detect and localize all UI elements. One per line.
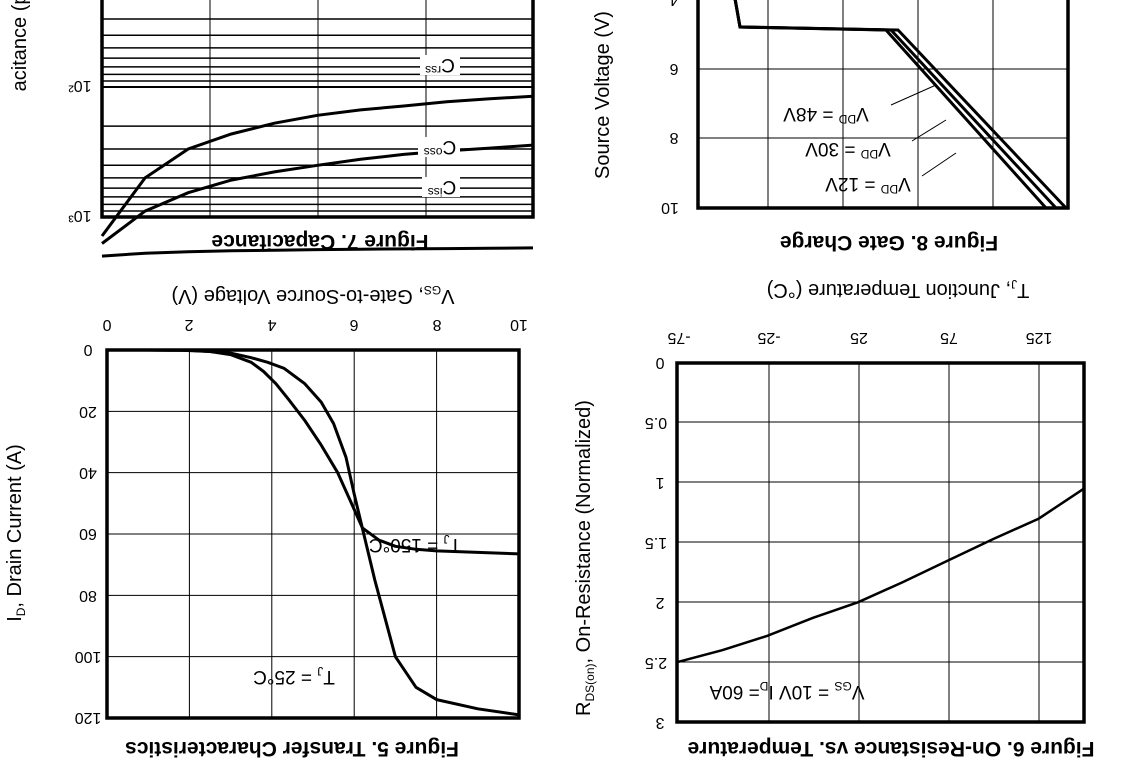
- transfer-x-tick-10: 10: [510, 316, 528, 333]
- on-resistance-y-tick-1_5: 1.5: [645, 534, 667, 551]
- on-resistance-y-axis-label: RDS(on), On-Resistance (Normalized): [573, 400, 597, 716]
- transfer-y-tick-0: 0: [83, 341, 92, 358]
- capacitance-label-coss: Coss: [424, 136, 456, 159]
- capacitance-label-crss: Crss: [425, 54, 455, 77]
- on-resistance-y-tick-2: 2: [655, 594, 664, 611]
- gate-charge-label-48v: VDD = 48V: [783, 103, 869, 126]
- transfer-y-tick-20: 20: [79, 403, 97, 420]
- transfer-y-tick-60: 60: [79, 525, 97, 542]
- on-resistance-series-group: [676, 487, 1085, 664]
- on-resistance-x-ticks: -75 -25 25 75 125: [667, 329, 1052, 346]
- gate-charge-chart: Figure 8. Gate Charge VDD = 12V VDD = 30…: [592, 0, 1070, 254]
- capacitance-y-tick-100: 10²: [68, 77, 92, 94]
- transfer-x-axis-label: VGS, Gate-to-Source Voltage (V): [171, 283, 454, 307]
- gate-charge-label-12v: VDD = 12V: [825, 173, 911, 196]
- on-resistance-x-tick-neg25: -25: [757, 329, 780, 346]
- transfer-plot-frame: [105, 348, 521, 720]
- capacitance-grid: [102, 0, 533, 218]
- transfer-series-25c: [107, 348, 520, 556]
- transfer-series-group: [107, 348, 520, 717]
- capacitance-label-bg-coss: [418, 137, 460, 157]
- on-resistance-x-tick-25: 25: [850, 329, 868, 346]
- transfer-y-tick-100: 100: [75, 648, 102, 665]
- on-resistance-plot-frame: [675, 361, 1086, 724]
- capacitance-chart: Figure 7. Capacitance Ciss Coss Crss 10³…: [9, 0, 535, 258]
- transfer-x-tick-8: 8: [432, 316, 441, 333]
- on-resistance-y-tick-0: 0: [655, 354, 664, 371]
- transfer-grid: [107, 350, 519, 718]
- transfer-y-axis-label: ID, Drain Current (A): [4, 444, 28, 622]
- capacitance-series-group: [100, 94, 534, 258]
- on-resistance-y-tick-2_5: 2.5: [645, 654, 667, 671]
- transfer-x-tick-4: 4: [267, 316, 276, 333]
- gate-charge-y-tick-8: 8: [669, 129, 678, 146]
- on-resistance-x-axis-label: TJ, Junction Temperature (°C): [767, 277, 1030, 301]
- capacitance-label-bg-crss: [420, 55, 460, 75]
- transfer-series-150c: [107, 348, 520, 717]
- on-resistance-chart: Figure 6. On-Resistance vs. Temperature …: [573, 277, 1094, 760]
- on-resistance-condition: VGS = 10V ID= 60A: [709, 679, 864, 702]
- capacitance-series-coss: [101, 143, 534, 245]
- gate-charge-chart-title: Figure 8. Gate Charge: [780, 231, 998, 254]
- capacitance-y-tick-1000: 10³: [68, 207, 92, 224]
- transfer-y-tick-80: 80: [79, 587, 97, 604]
- capacitance-y-axis-label: acitance (pF): [9, 0, 31, 91]
- on-resistance-x-tick-75: 75: [940, 329, 958, 346]
- gate-charge-leader-12v: [921, 152, 957, 177]
- on-resistance-series-line: [676, 487, 1085, 664]
- on-resistance-y-tick-0_5: 0.5: [645, 414, 667, 431]
- gate-charge-leader-48v: [890, 84, 937, 106]
- on-resistance-y-tick-1: 1: [655, 474, 664, 491]
- transfer-chart: Figure 5. Transfer Characteristics TJ = …: [4, 283, 528, 760]
- transfer-x-tick-0: 0: [102, 316, 111, 333]
- gate-charge-leader-30v: [911, 119, 947, 142]
- capacitance-plot-frame: [100, 0, 535, 219]
- gate-charge-y-axis-label: Source Voltage (V): [592, 11, 614, 179]
- transfer-chart-title: Figure 5. Transfer Characteristics: [125, 737, 459, 760]
- transfer-annotation-150c: TJ = 150°C: [369, 532, 461, 555]
- capacitance-label-bg-ciss: [422, 177, 460, 197]
- on-resistance-x-tick-125: 125: [1026, 329, 1053, 346]
- gate-charge-y-tick-6: 6: [669, 60, 678, 77]
- transfer-y-ticks: 120 100 80 60 40 20 0: [75, 341, 102, 726]
- gate-charge-y-tick-10: 10: [661, 199, 679, 216]
- capacitance-series-crss: [100, 94, 534, 237]
- transfer-x-tick-6: 6: [349, 316, 358, 333]
- transfer-x-ticks: 0 2 4 6 8 10: [102, 316, 527, 333]
- gate-charge-label-30v: VDD = 30V: [805, 138, 891, 161]
- capacitance-chart-title: Figure 7. Capacitance: [211, 230, 428, 253]
- on-resistance-chart-title: Figure 6. On-Resistance vs. Temperature: [688, 737, 1095, 760]
- capacitance-label-ciss: Ciss: [428, 176, 456, 199]
- transfer-annotation-25c: TJ = 25°C: [253, 664, 335, 687]
- transfer-x-tick-2: 2: [184, 316, 193, 333]
- on-resistance-y-ticks: 3 2.5 2 1.5 1 0.5 0: [645, 354, 667, 731]
- on-resistance-y-tick-3: 3: [655, 714, 664, 731]
- transfer-y-tick-120: 120: [75, 709, 102, 726]
- gate-charge-series-group: [733, 0, 1068, 210]
- gate-charge-y-tick-4: 4: [669, 0, 678, 8]
- on-resistance-x-tick-neg75: -75: [667, 329, 690, 346]
- transfer-y-tick-40: 40: [79, 464, 97, 481]
- gate-charge-plot-frame: [696, 0, 1070, 210]
- gate-charge-series-48v: [733, 0, 1048, 210]
- capacitance-series-ciss: [101, 246, 534, 258]
- on-resistance-grid: [677, 363, 1084, 722]
